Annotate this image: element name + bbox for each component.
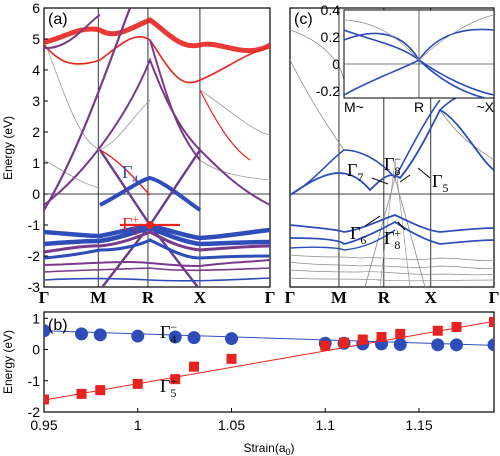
kpoint-label: Γ xyxy=(285,288,296,307)
data-point xyxy=(431,338,445,352)
data-point xyxy=(320,340,331,351)
ytick-label: 6 xyxy=(32,0,40,16)
data-point xyxy=(168,330,182,344)
annotation-gamma7: Γ7 xyxy=(347,160,363,184)
kpoint-label: R xyxy=(142,288,155,307)
annotation-gamma5: Γ5 xyxy=(432,171,448,195)
panel-a-label: (a) xyxy=(48,11,68,28)
data-point xyxy=(450,338,463,352)
inset-kpoint: M~ xyxy=(344,99,364,115)
inset-ytick: 0.4 xyxy=(321,2,341,18)
ytick-label: 3 xyxy=(32,93,40,109)
data-point xyxy=(131,329,145,343)
ytick-label: 1 xyxy=(32,155,40,171)
xtick-label: 1 xyxy=(134,417,142,433)
data-point xyxy=(376,332,387,342)
ytick-label: 2 xyxy=(32,124,40,140)
ytick-label: 4 xyxy=(32,62,40,78)
panel-b-ylabel: Energy (eV) xyxy=(1,330,15,394)
panel-c-label: (c) xyxy=(294,11,313,28)
annotation-gamma8plus: Γ8+ xyxy=(384,226,401,252)
data-point xyxy=(489,317,494,327)
ytick-label: 0 xyxy=(32,186,40,202)
annotation-gamma6: Γ6 xyxy=(350,223,366,247)
ytick-label: -1 xyxy=(28,217,41,233)
ytick-label: -3 xyxy=(28,279,41,295)
panel-c-annotations: Γ7 Γ8− Γ5 Γ6 Γ8+ xyxy=(347,152,448,252)
panel-b-frame xyxy=(43,311,495,413)
kpoint-label: Γ xyxy=(265,288,276,307)
annotation-gamma4: Γ4 xyxy=(122,162,138,186)
annotation-gamma5plus: Γ5+ xyxy=(122,212,139,238)
data-point xyxy=(75,327,88,341)
ytick-label: 1 xyxy=(32,310,40,326)
data-point xyxy=(44,394,49,405)
kpoint-label: X xyxy=(194,288,207,307)
data-point xyxy=(432,325,443,336)
ytick-label: -2 xyxy=(28,248,41,264)
panel-c-inset: 0.4 0.2 0 -0.2 M~ R ~X xyxy=(316,2,495,115)
inset-kpoint: R xyxy=(414,99,424,115)
panel-b-marks xyxy=(44,317,494,405)
ytick-label: -1 xyxy=(28,373,41,389)
panel-b-axes: 0.95 1 1.05 1.1 1.15 1 0 -1 -2 xyxy=(28,310,433,433)
xtick-label: 1.1 xyxy=(316,417,336,433)
inset-ytick: 0.2 xyxy=(321,29,341,45)
data-point xyxy=(395,328,406,339)
data-point xyxy=(170,374,181,385)
data-point xyxy=(451,322,462,332)
legend-gamma5plus: Γ5+ xyxy=(160,374,177,400)
data-point xyxy=(93,328,107,342)
data-point xyxy=(357,334,368,345)
xtick-label: 0.95 xyxy=(30,417,57,433)
xtick-label: 1.15 xyxy=(405,417,432,433)
panel-b-xlabel: Strain(a0) xyxy=(243,441,294,456)
kpoint-label: M xyxy=(331,288,347,307)
annotation-gamma8minus: Γ8− xyxy=(384,152,401,178)
inset-ytick: 0 xyxy=(332,56,340,72)
kpoint-label: Γ xyxy=(39,288,50,307)
panel-b-label: (b) xyxy=(48,317,68,334)
data-point xyxy=(187,331,201,345)
panel-b: 0.95 1 1.05 1.1 1.15 1 0 -1 -2 (b) Γ4− Γ5+ Energ… xyxy=(1,310,495,456)
data-point xyxy=(487,338,494,352)
kpoint-label: R xyxy=(378,288,391,307)
panel-c: 0.4 0.2 0 -0.2 M~ R ~X Γ7 Γ8− Γ5 Γ6 Γ8+ … xyxy=(285,2,500,307)
xtick-label: 1.05 xyxy=(218,417,245,433)
data-point xyxy=(76,388,87,399)
series-fit-line xyxy=(44,330,494,346)
kpoint-label: X xyxy=(425,288,438,307)
kpoint-label: Γ xyxy=(489,288,500,307)
data-point xyxy=(226,353,237,364)
panel-a-yticks: 6 5 4 3 2 1 0 -1 -2 -3 xyxy=(28,0,48,295)
ytick-label: -2 xyxy=(28,404,41,420)
panel-a-bands xyxy=(44,8,270,287)
ytick-label: 0 xyxy=(32,342,40,358)
legend-gamma4minus: Γ4− xyxy=(160,320,177,346)
inset-kpoint: ~X xyxy=(476,99,494,115)
panel-c-bands xyxy=(290,29,494,287)
data-point xyxy=(393,338,407,351)
data-point xyxy=(339,337,349,348)
data-point xyxy=(132,378,143,389)
inset-ytick: -0.2 xyxy=(316,83,340,99)
ytick-label: 5 xyxy=(32,31,40,47)
panel-a-ylabel: Energy (eV) xyxy=(1,116,15,180)
kpoint-label: M xyxy=(90,288,106,307)
series-fit-line xyxy=(44,320,494,401)
data-point xyxy=(189,361,199,372)
panel-a: Γ4 Γ5+ (a) 6 5 4 3 2 1 0 -1 -2 -3 Γ M R X Γ Energy (e… xyxy=(1,0,275,307)
data-point xyxy=(44,324,51,338)
data-point xyxy=(95,385,106,396)
data-point xyxy=(225,332,238,346)
